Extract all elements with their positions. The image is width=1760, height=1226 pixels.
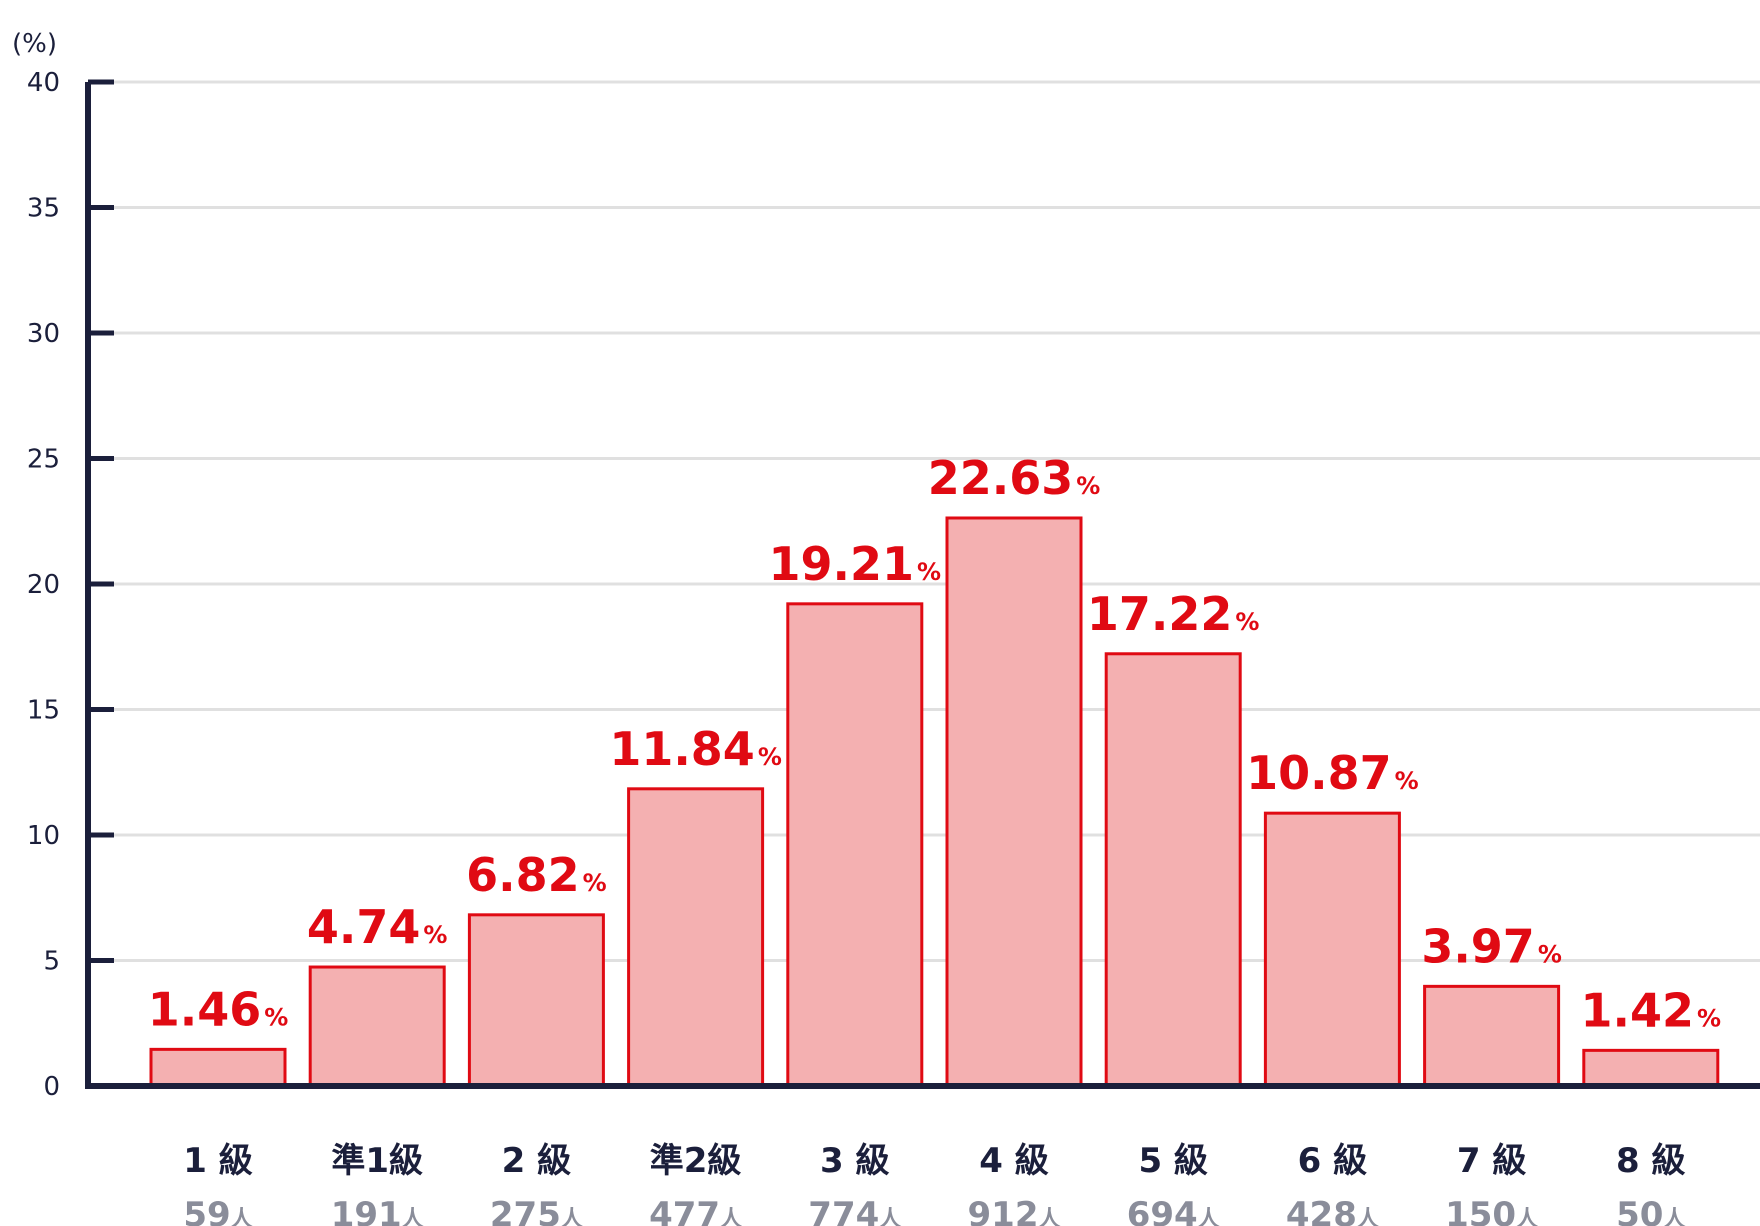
bar [1582, 1048, 1720, 1088]
bar-value-label: 1.42% [1581, 983, 1722, 1037]
x-count-unit: 人 [231, 1207, 253, 1226]
bar-value-unit: % [1235, 608, 1259, 636]
x-count-label: 150人 [1445, 1195, 1538, 1226]
bar-value-number: 22.63 [928, 451, 1074, 505]
bar-value-label: 3.97% [1421, 919, 1562, 973]
x-count-unit: 人 [879, 1207, 901, 1226]
bar-value-label: 6.82% [466, 848, 607, 902]
bar [467, 913, 605, 1088]
bar [149, 1047, 287, 1088]
bar-value-number: 1.42 [1581, 983, 1695, 1037]
bars [149, 516, 1720, 1088]
bar-value-label: 22.63% [928, 451, 1101, 505]
x-count-number: 774 [808, 1195, 879, 1226]
x-count-number: 912 [968, 1195, 1039, 1226]
bar [786, 602, 924, 1088]
x-category-label: 7 級 [1457, 1141, 1527, 1181]
x-category-label: 6 級 [1298, 1141, 1368, 1181]
y-tick-label: 30 [27, 319, 60, 349]
x-count-number: 59 [183, 1195, 230, 1226]
x-count-unit: 人 [720, 1207, 742, 1226]
x-count-label: 275人 [490, 1195, 583, 1226]
x-count-unit: 人 [402, 1207, 424, 1226]
x-category-label: 準2級 [650, 1141, 742, 1181]
y-tick-label: 15 [27, 696, 60, 726]
bar [1423, 984, 1561, 1088]
x-count-number: 191 [331, 1195, 402, 1226]
bar-value-label: 10.87% [1246, 746, 1419, 800]
x-count-unit: 人 [1663, 1207, 1685, 1226]
x-category-label: 2 級 [502, 1141, 572, 1181]
bar-value-number: 17.22 [1087, 587, 1233, 641]
x-count-label: 191人 [331, 1195, 424, 1226]
x-count-label: 50人 [1616, 1195, 1685, 1226]
x-count-unit: 人 [1198, 1207, 1220, 1226]
bar [1104, 652, 1242, 1088]
x-category-label: 8 級 [1616, 1141, 1686, 1181]
x-category-label: 1 級 [183, 1141, 253, 1181]
bar-value-number: 6.82 [466, 848, 580, 902]
y-tick-label: 5 [43, 947, 60, 977]
x-category-label: 5 級 [1138, 1141, 1208, 1181]
x-count-number: 150 [1445, 1195, 1516, 1226]
bar-value-label: 11.84% [609, 722, 782, 776]
x-count-label: 912人 [968, 1195, 1061, 1226]
x-category-label: 3 級 [820, 1141, 890, 1181]
bar [627, 787, 765, 1088]
bar-value-unit: % [1076, 472, 1100, 500]
bar-value-number: 4.74 [307, 900, 421, 954]
x-count-label: 694人 [1127, 1195, 1220, 1226]
x-count-unit: 人 [561, 1207, 583, 1226]
x-count-number: 275 [490, 1195, 561, 1226]
bar-value-unit: % [1395, 767, 1419, 795]
bar-value-number: 1.46 [148, 982, 262, 1036]
x-count-number: 50 [1616, 1195, 1663, 1226]
x-count-label: 477人 [649, 1195, 742, 1226]
x-category-label: 4 級 [979, 1141, 1049, 1181]
bar-value-label: 17.22% [1087, 587, 1260, 641]
value-labels: 1.46 %4.74 %6.82 %11.84 %19.21 %22.63 %17.22 %1… [148, 451, 1721, 1037]
x-count-label: 774人 [808, 1195, 901, 1226]
bar-value-unit: % [264, 1003, 288, 1031]
bar-value-number: 10.87 [1246, 746, 1392, 800]
y-tick-label: 20 [27, 570, 60, 600]
bar-value-unit: % [1697, 1004, 1721, 1032]
x-count-label: 428人 [1286, 1195, 1379, 1226]
x-count-number: 428 [1286, 1195, 1357, 1226]
bar-value-unit: % [917, 558, 941, 586]
x-count-unit: 人 [1516, 1207, 1538, 1226]
y-tick-label: 10 [27, 821, 60, 851]
bar-value-number: 11.84 [609, 722, 755, 776]
bar [1263, 811, 1401, 1088]
bar-value-number: 19.21 [769, 537, 915, 591]
bar-value-unit: % [423, 921, 447, 949]
axes [85, 82, 1760, 1089]
x-category-label: 準1級 [331, 1141, 423, 1181]
y-tick-label: 25 [27, 445, 60, 475]
bar-value-unit: % [1538, 940, 1562, 968]
bar [945, 516, 1083, 1088]
y-axis-unit-label: (%) [12, 29, 57, 59]
x-count-unit: 人 [1038, 1207, 1060, 1226]
y-tick-label: 40 [27, 68, 60, 98]
bar [308, 965, 446, 1088]
y-axis-ticks: 0 5 10 15 20 25 30 35 40 [27, 68, 114, 1102]
x-count-unit: 人 [1357, 1207, 1379, 1226]
x-count-label: 59人 [183, 1195, 252, 1226]
bar-value-label: 19.21% [769, 537, 942, 591]
bar-value-unit: % [583, 869, 607, 897]
bar-value-unit: % [758, 743, 782, 771]
grid-lines [88, 80, 1760, 962]
y-tick-label: 0 [43, 1072, 60, 1102]
x-count-number: 477 [649, 1195, 720, 1226]
bar-value-label: 1.46% [148, 982, 289, 1036]
bar-value-number: 3.97 [1421, 919, 1535, 973]
bar-value-label: 4.74% [307, 900, 448, 954]
y-tick-label: 35 [27, 194, 60, 224]
x-count-number: 694 [1127, 1195, 1198, 1226]
